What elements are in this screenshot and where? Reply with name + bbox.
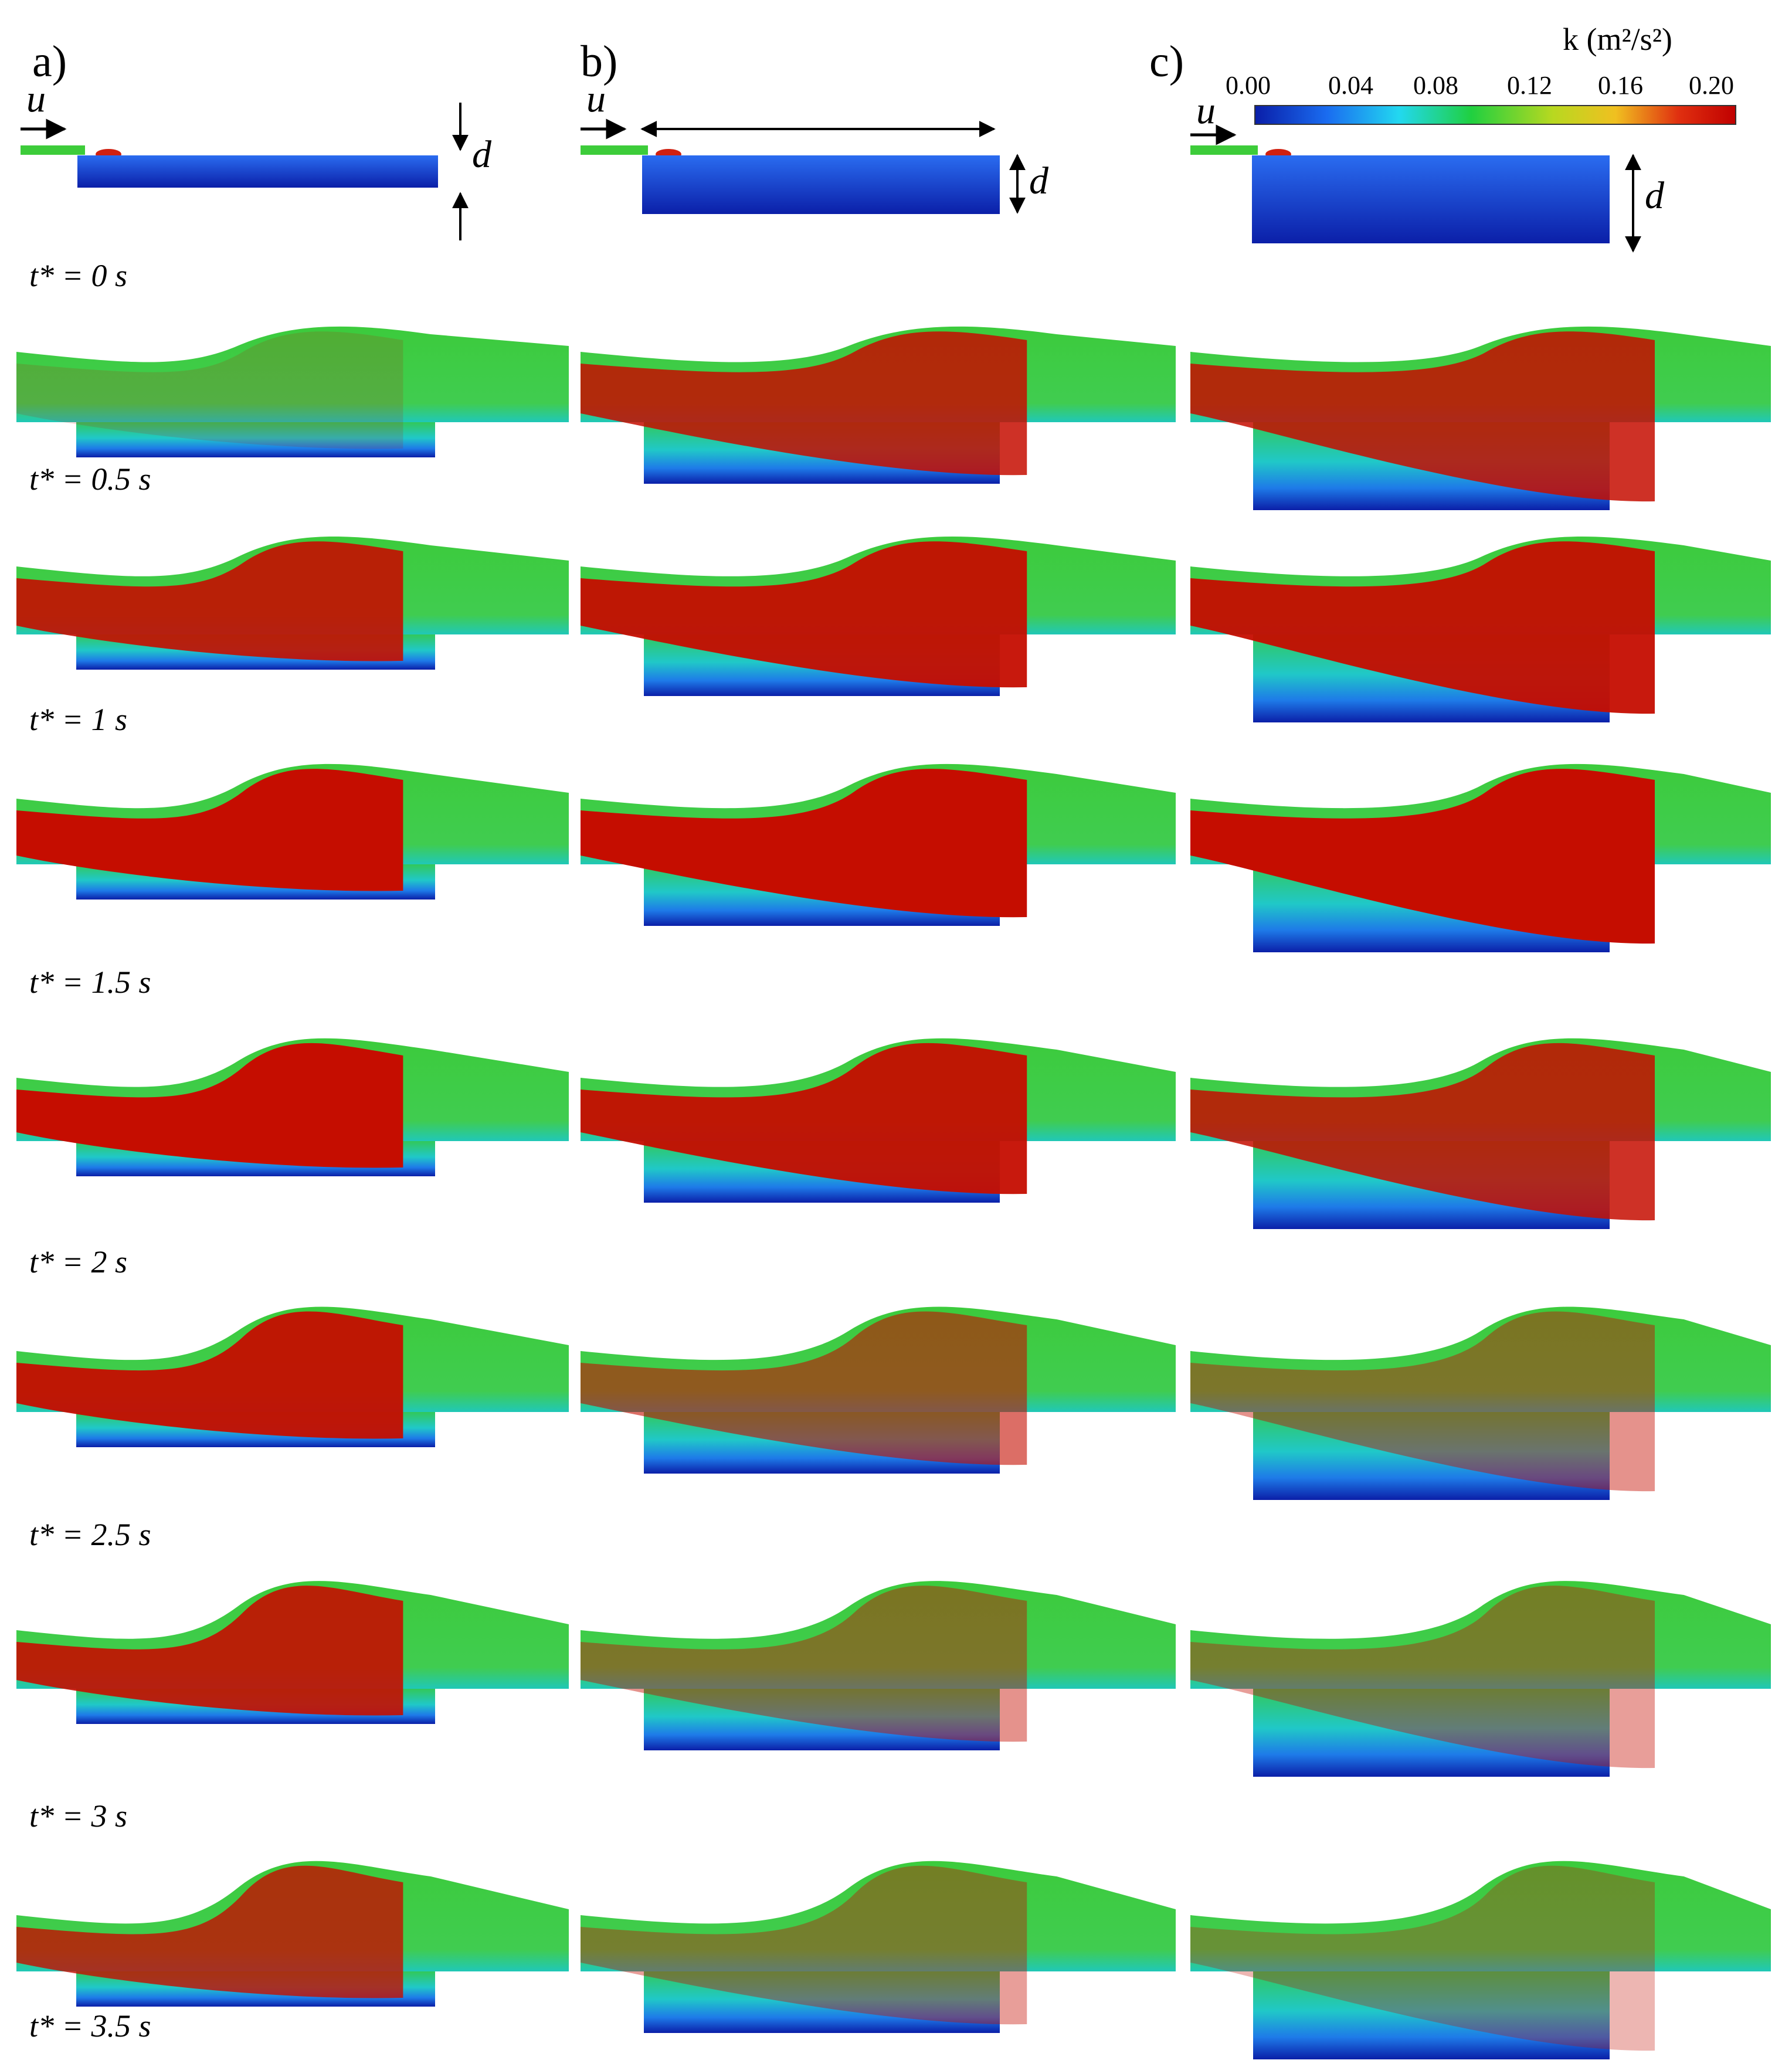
snapshot-r3-c1 [581, 1038, 1176, 1203]
snapshot-hot-region [581, 331, 1027, 476]
snapshot-hot-region [1190, 1586, 1655, 1769]
snapshot-hot-region [1190, 1043, 1655, 1221]
inflow-channel-a [21, 145, 85, 155]
snapshot-r3-c0 [16, 1038, 569, 1176]
snapshot-r0-c2 [1190, 326, 1771, 510]
snapshot-flow-body [581, 1581, 1176, 1689]
snapshot-r1-c0 [16, 536, 569, 670]
snapshot-hot-region [581, 1043, 1027, 1194]
snapshot-flow-body [1190, 1861, 1771, 1971]
snapshot-r5-c0 [16, 1581, 569, 1724]
colorbar-tick-0: 0.00 [1226, 71, 1271, 100]
initial-geometry-b: u d [581, 77, 1049, 214]
panel-label-b: b) [581, 37, 617, 86]
snapshot-hot-region [1190, 541, 1655, 714]
time-label-4: t* = 2 s [29, 1244, 127, 1279]
colorbar: k (m²/s²) 0.00 0.04 0.08 0.12 0.16 0.20 [1226, 22, 1736, 125]
inflow-channel-c [1190, 145, 1258, 155]
snapshot-hot-region [581, 1586, 1027, 1742]
snapshot-hot-region [16, 1586, 403, 1716]
snapshot-r6-c2 [1190, 1861, 1771, 2059]
colorbar-tick-5: 0.20 [1689, 71, 1734, 100]
snapshot-r2-c1 [581, 763, 1176, 926]
depth-symbol-d-b: d [1029, 159, 1049, 202]
panel-label-a: a) [32, 37, 67, 86]
time-label-2: t* = 1 s [29, 702, 127, 737]
colorbar-gradient [1254, 105, 1736, 125]
initial-geometry-a: u d [21, 77, 492, 240]
snapshot-r6-c1 [581, 1861, 1176, 2033]
snapshot-flow-body [1190, 1581, 1771, 1689]
snapshot-hot-region [1190, 769, 1655, 944]
cavity-b [642, 155, 1000, 214]
cavity-c [1252, 155, 1610, 243]
depth-symbol-d-c: d [1645, 174, 1665, 217]
time-label-6: t* = 3 s [29, 1798, 127, 1834]
colorbar-tick-4: 0.16 [1598, 71, 1643, 100]
snapshot-hot-region [581, 1865, 1027, 2025]
snapshot-r4-c1 [581, 1306, 1176, 1474]
snapshot-r6-c0 [16, 1861, 569, 2007]
inflow-symbol-u-a: u [26, 77, 46, 120]
snapshot-hot-region [1190, 1311, 1655, 1492]
inflow-symbol-u-c: u [1196, 89, 1216, 132]
snapshot-hot-region [581, 1311, 1027, 1465]
colorbar-tick-3: 0.12 [1507, 71, 1552, 100]
snapshot-r4-c0 [16, 1306, 569, 1447]
depth-symbol-d-a: d [472, 133, 492, 176]
initial-geometry-c: u d [1190, 89, 1665, 253]
cavity-a [77, 155, 438, 188]
snapshot-cavity [644, 1689, 1000, 1750]
snapshot-hot-region [16, 769, 403, 891]
snapshot-r1-c1 [581, 536, 1176, 696]
snapshot-r4-c2 [1190, 1306, 1771, 1500]
snapshot-r0-c1 [581, 326, 1176, 484]
snapshot-r5-c1 [581, 1581, 1176, 1750]
snapshot-cavity [644, 1971, 1000, 2033]
snapshot-hot-region [581, 541, 1027, 688]
snapshot-hot-region [1190, 331, 1655, 502]
time-label-1: t* = 0.5 s [29, 461, 151, 497]
snapshot-hot-region [16, 1311, 403, 1439]
snapshot-flow-body [16, 326, 569, 422]
snapshot-cavity [1253, 1971, 1610, 2059]
time-label-7: t* = 3.5 s [29, 2008, 151, 2044]
snapshot-hot-region [16, 1043, 403, 1168]
snapshot-cavity [76, 422, 435, 457]
panel-label-c: c) [1149, 37, 1184, 86]
snapshot-hot-region [16, 1865, 403, 1998]
inflow-channel-b [581, 145, 648, 155]
snapshot-flow-body [1190, 1306, 1771, 1412]
snapshots [16, 326, 1771, 2059]
snapshot-r1-c2 [1190, 536, 1771, 722]
colorbar-tick-1: 0.04 [1328, 71, 1373, 100]
snapshot-r2-c0 [16, 763, 569, 900]
time-label-0: t* = 0 s [29, 258, 127, 293]
snapshot-hot-region [16, 541, 403, 661]
colorbar-title: k (m²/s²) [1563, 22, 1672, 57]
snapshot-r0-c0 [16, 326, 569, 457]
snapshot-r5-c2 [1190, 1581, 1771, 1777]
snapshot-cavity [1253, 1412, 1610, 1500]
snapshot-flow-body [581, 1861, 1176, 1971]
snapshot-hot-region [1190, 1865, 1655, 2051]
inflow-symbol-u-b: u [586, 77, 606, 120]
time-label-5: t* = 2.5 s [29, 1517, 151, 1552]
snapshot-hot-region [581, 769, 1027, 918]
colorbar-tick-2: 0.08 [1413, 71, 1458, 100]
time-label-3: t* = 1.5 s [29, 965, 151, 1000]
snapshot-hot-region [16, 331, 403, 449]
snapshot-r2-c2 [1190, 763, 1771, 952]
snapshot-r3-c2 [1190, 1038, 1771, 1229]
snapshot-cavity [1253, 1689, 1610, 1777]
